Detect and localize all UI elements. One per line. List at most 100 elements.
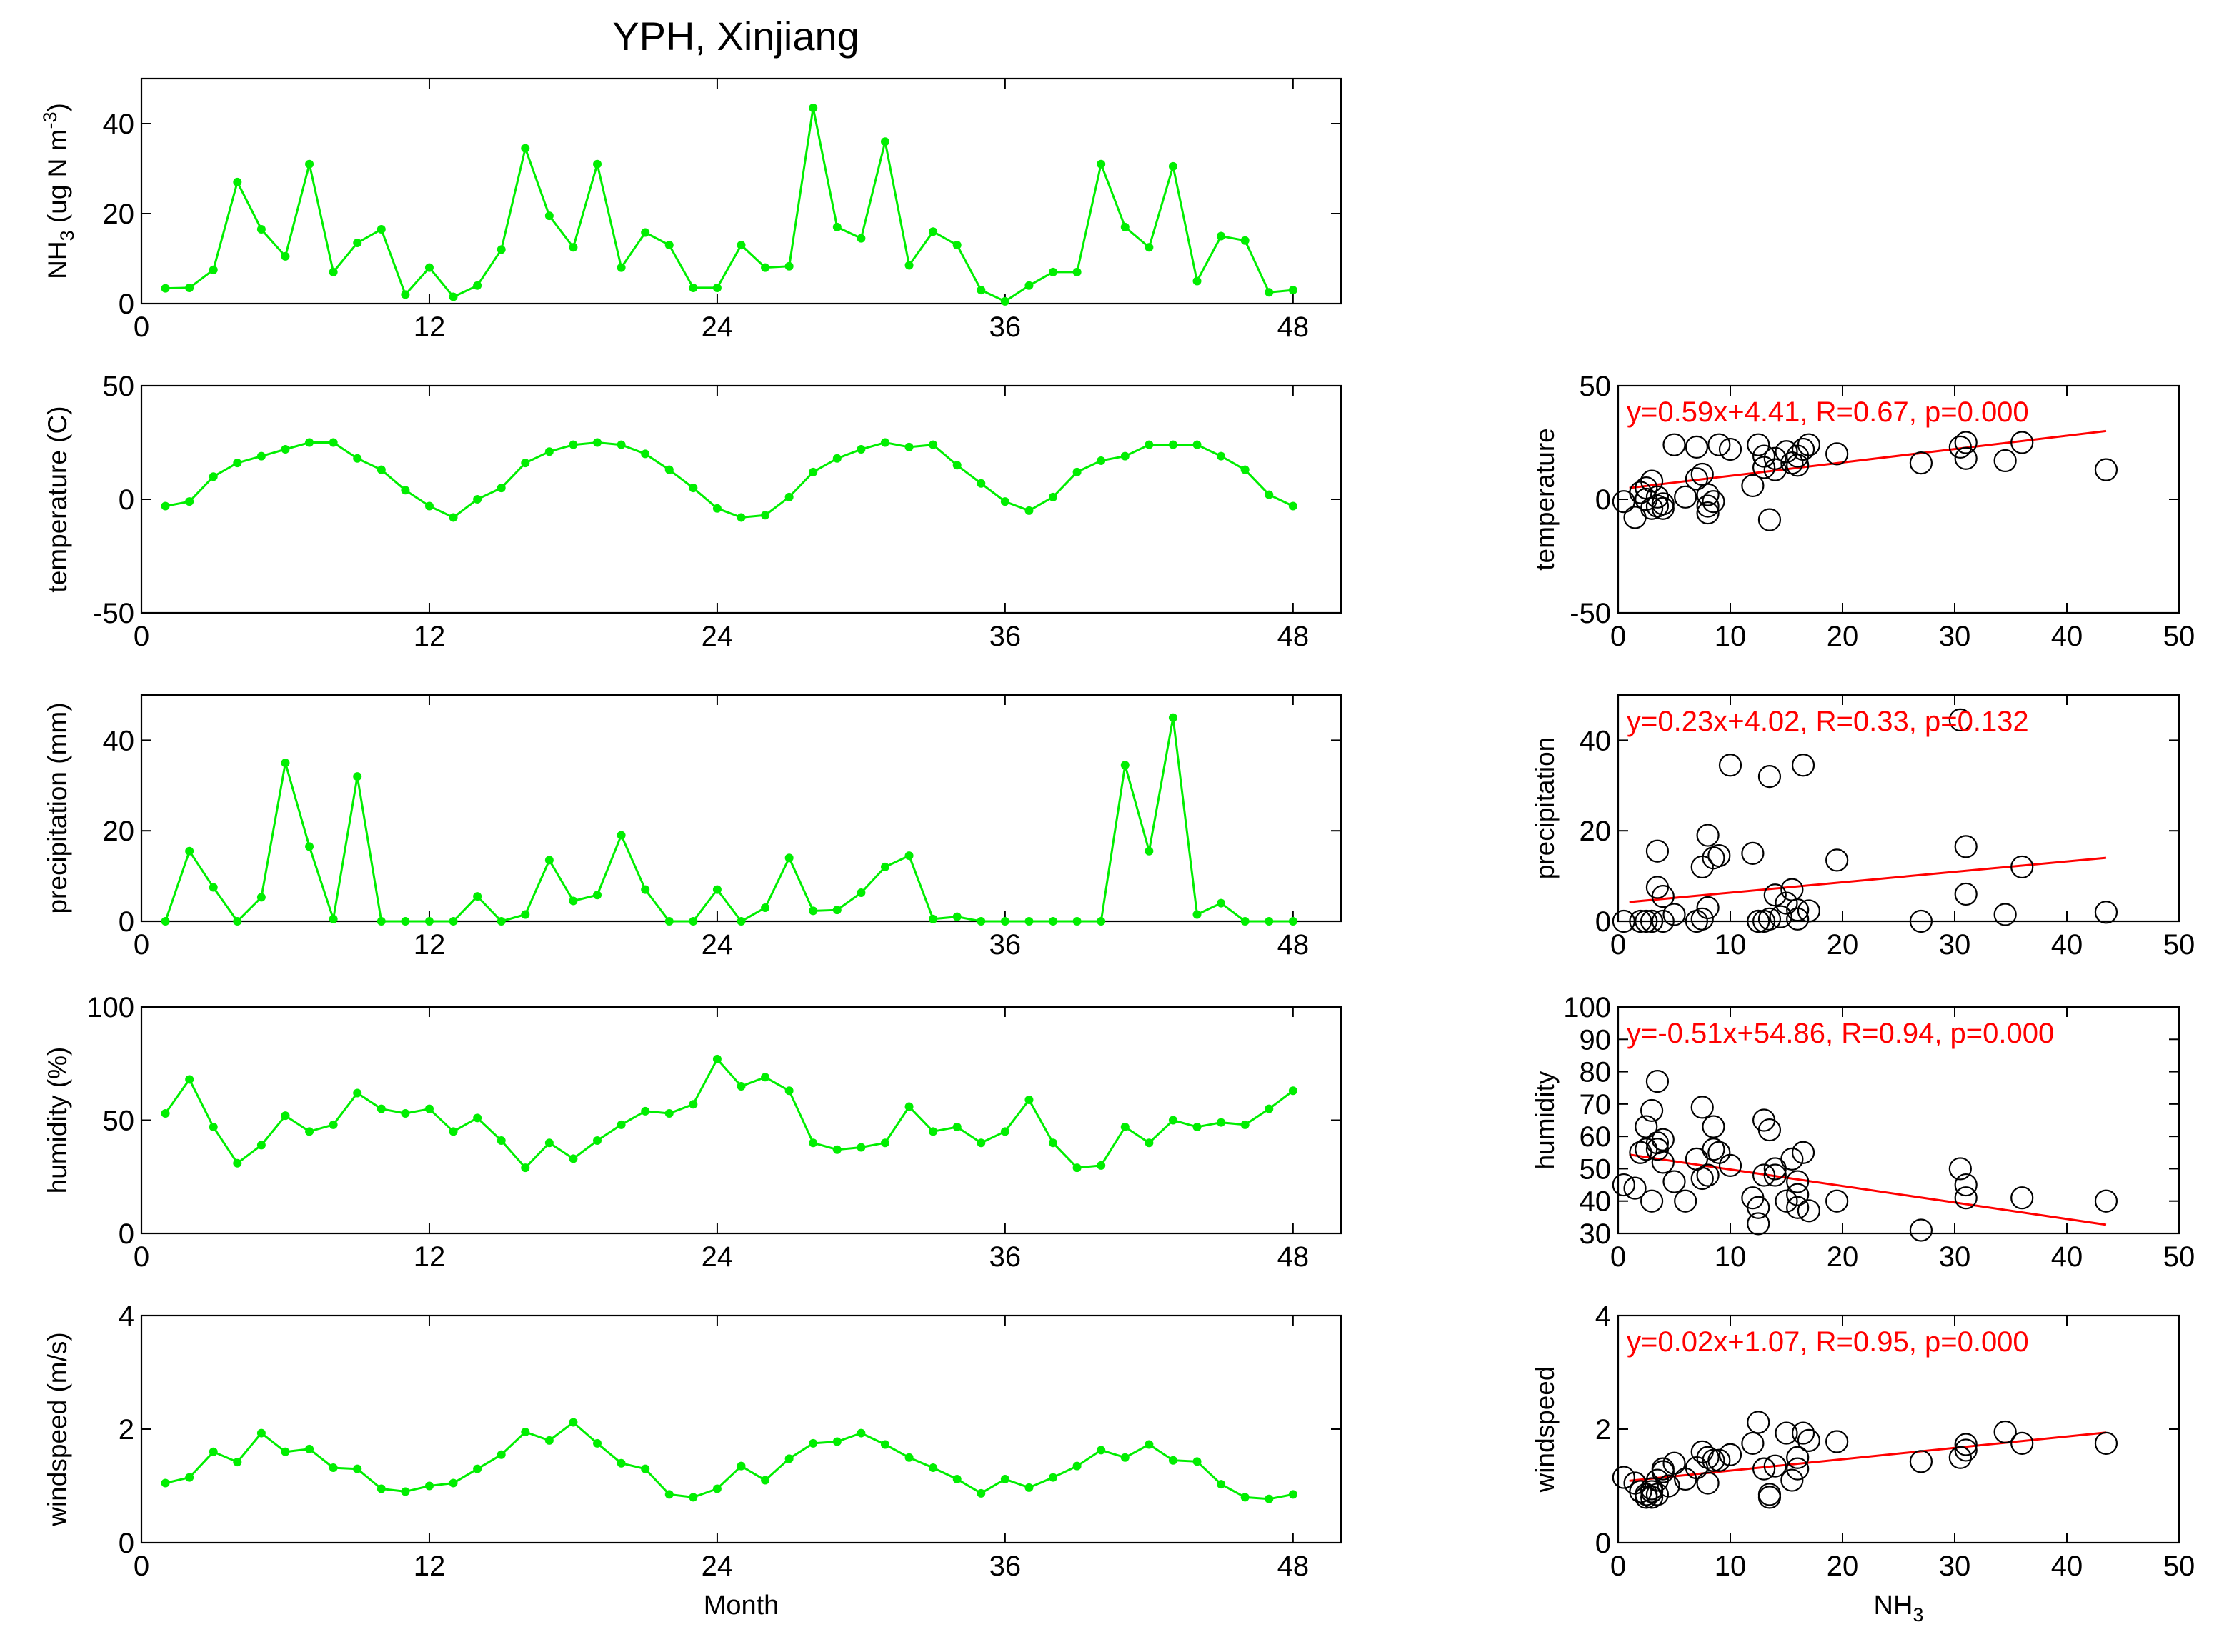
data-point <box>1240 917 1250 926</box>
data-point <box>1168 161 1177 171</box>
data-point <box>929 440 938 449</box>
data-point <box>1288 1490 1297 1499</box>
y-axis-label: temperature <box>1530 428 1560 571</box>
data-point <box>1049 1138 1058 1148</box>
scatter-point <box>1791 754 1815 777</box>
scatter-point <box>2010 855 2034 879</box>
x-tick-label: 0 <box>134 929 149 961</box>
scatter-point <box>1791 1421 1815 1445</box>
x-tick-label: 12 <box>414 1551 446 1582</box>
data-point <box>281 251 290 261</box>
scatter-point <box>1780 1468 1804 1492</box>
scatter-point <box>1786 898 1810 922</box>
data-point <box>449 513 458 522</box>
data-point <box>809 1138 818 1148</box>
data-point <box>449 1478 458 1488</box>
data-point <box>329 267 338 276</box>
scatter-point <box>2010 1186 2034 1210</box>
data-point <box>1288 917 1297 926</box>
data-point <box>1000 497 1009 506</box>
scatter-point <box>1651 885 1675 908</box>
data-point <box>664 1108 674 1118</box>
data-point <box>880 438 889 447</box>
y-tick-label: 40 <box>103 725 135 756</box>
scatter-point <box>1629 1480 1652 1503</box>
x-tick-label: 36 <box>989 311 1022 343</box>
data-point <box>185 1473 194 1482</box>
data-point <box>1072 267 1082 276</box>
data-point <box>256 893 266 902</box>
data-point <box>1049 917 1058 926</box>
data-point <box>1024 506 1034 515</box>
scatter-point <box>1948 708 1972 731</box>
plot-frame <box>140 1314 1342 1544</box>
scatter-point <box>2010 1431 2034 1455</box>
data-point <box>617 1458 626 1468</box>
panel-nh3: 0 12 24 36 48 0 20 40 NH3 (ug N m-3) <box>39 77 1342 343</box>
data-point <box>424 501 434 511</box>
y-tick-label: 80 <box>1580 1057 1612 1088</box>
scatter-point <box>1747 909 1770 933</box>
y-tick-label: 50 <box>103 1106 135 1137</box>
data-point <box>1217 451 1226 461</box>
y-tick-label: 0 <box>1595 906 1611 938</box>
scatter-point <box>1702 1115 1725 1138</box>
x-tick-label: 48 <box>1277 929 1310 961</box>
data-point <box>1024 1095 1034 1104</box>
scatter-point <box>1954 431 1978 454</box>
data-point <box>904 1102 914 1111</box>
data-point <box>977 1488 986 1498</box>
regression-equation: y=-0.51x+54.86, R=0.94, p=0.000 <box>1627 1018 2054 1049</box>
data-point <box>1265 1494 1274 1503</box>
data-point <box>1168 1116 1177 1125</box>
data-point <box>1265 490 1274 499</box>
x-tick-label: 24 <box>702 929 734 961</box>
scatter-point <box>1662 433 1686 456</box>
data-point <box>1120 1453 1130 1462</box>
scatter-point <box>1747 1411 1770 1434</box>
data-point <box>1217 898 1226 908</box>
data-point <box>424 263 434 272</box>
y-tick-label: 0 <box>1595 1528 1611 1559</box>
y-tick-label: 30 <box>1580 1218 1612 1250</box>
scatter-point <box>1741 1431 1765 1455</box>
data-point <box>209 265 218 274</box>
scatter-point <box>1775 1421 1798 1445</box>
x-tick-label: 10 <box>1715 929 1747 961</box>
scatter-point <box>1741 841 1765 866</box>
scatter-point <box>1685 435 1708 459</box>
data-point <box>521 1163 530 1173</box>
scatter-point <box>1662 1170 1686 1193</box>
data-point <box>617 440 626 449</box>
x-tick-label: 10 <box>1715 621 1747 652</box>
y-tick-label: 2 <box>1595 1414 1611 1446</box>
scatter-point <box>1757 1118 1782 1142</box>
scatter-point <box>1954 1186 1978 1210</box>
data-point <box>809 906 818 916</box>
x-tick-label: 0 <box>134 1241 149 1273</box>
data-point <box>809 467 818 476</box>
data-point <box>1288 1086 1297 1096</box>
regression-line <box>1629 429 2107 489</box>
data-point <box>1120 222 1130 231</box>
scatter-point <box>1685 467 1708 491</box>
data-point <box>904 261 914 270</box>
scatter-point <box>1786 907 1810 931</box>
data-point <box>1097 1161 1106 1170</box>
x-tick-label: 0 <box>134 1551 149 1582</box>
scatter-point <box>1954 1173 1978 1197</box>
y-axis-label: NH3 (ug N m-3) <box>39 103 78 279</box>
data-point <box>329 914 338 923</box>
x-tick-label: 30 <box>1939 1241 1971 1273</box>
scatter-point <box>1640 909 1664 933</box>
x-tick-label: 12 <box>414 929 446 961</box>
x-tick-label: 12 <box>414 621 446 652</box>
data-point <box>737 1081 746 1091</box>
data-point <box>544 1436 554 1445</box>
data-point <box>1049 1473 1058 1482</box>
data-point <box>305 159 314 169</box>
data-point <box>689 283 698 292</box>
data-point <box>761 1073 770 1082</box>
x-tick-label: 36 <box>989 621 1022 652</box>
scatter-point <box>1718 1153 1742 1178</box>
